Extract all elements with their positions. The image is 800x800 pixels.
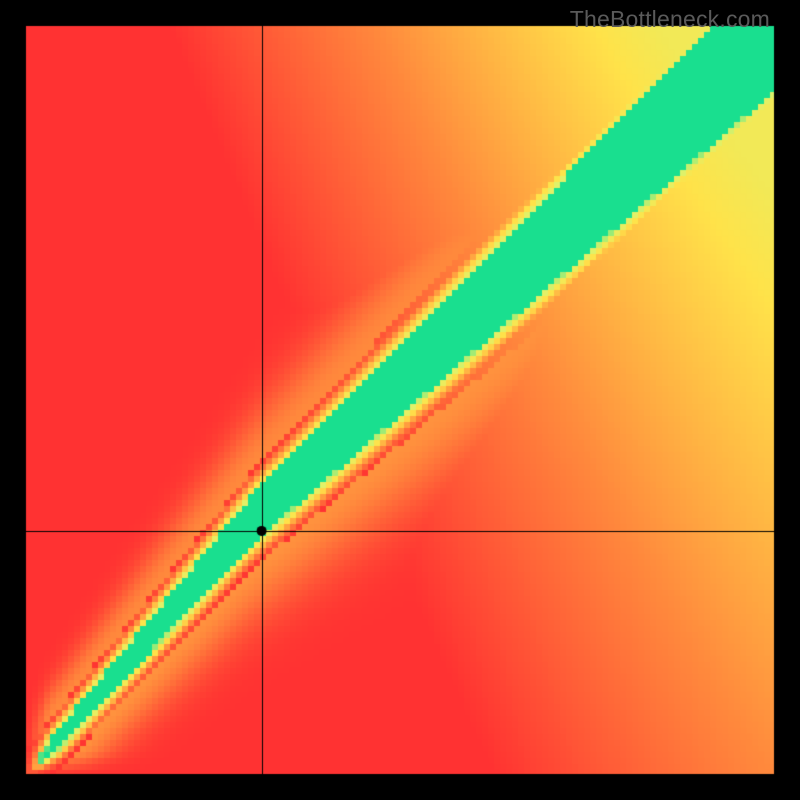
watermark-text: TheBottleneck.com [570,6,770,33]
heatmap-canvas [0,0,800,800]
bottleneck-heatmap: TheBottleneck.com [0,0,800,800]
